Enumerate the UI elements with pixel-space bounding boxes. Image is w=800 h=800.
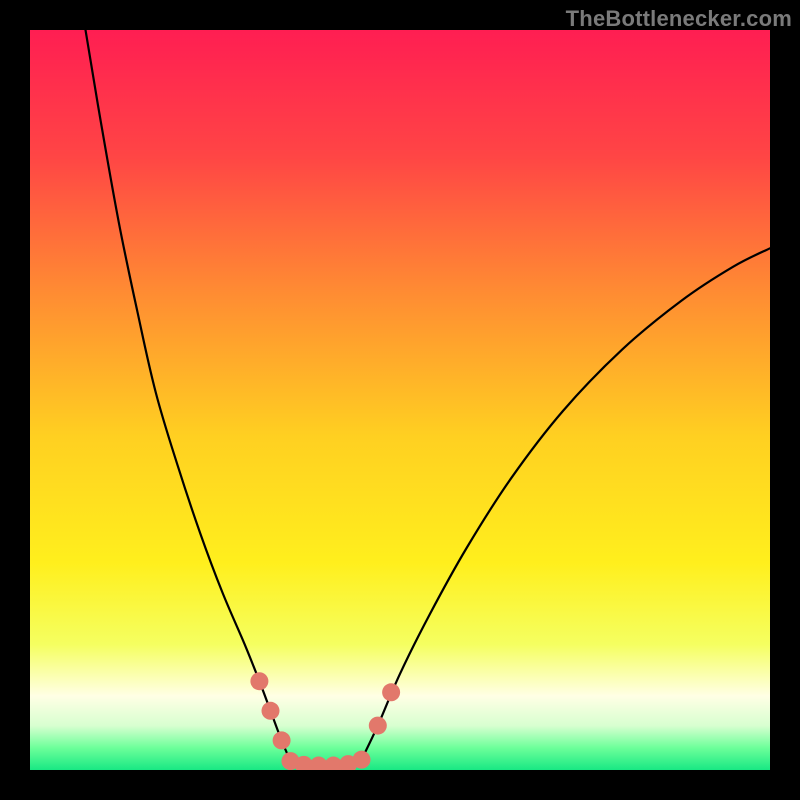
data-marker [250,672,268,690]
plot-area [30,30,770,770]
data-marker [273,731,291,749]
chart-svg [30,30,770,770]
data-marker [353,751,371,769]
watermark-text: TheBottlenecker.com [566,6,792,32]
data-marker [262,702,280,720]
gradient-background [30,30,770,770]
data-marker [369,717,387,735]
data-marker [382,683,400,701]
chart-frame: TheBottlenecker.com [0,0,800,800]
